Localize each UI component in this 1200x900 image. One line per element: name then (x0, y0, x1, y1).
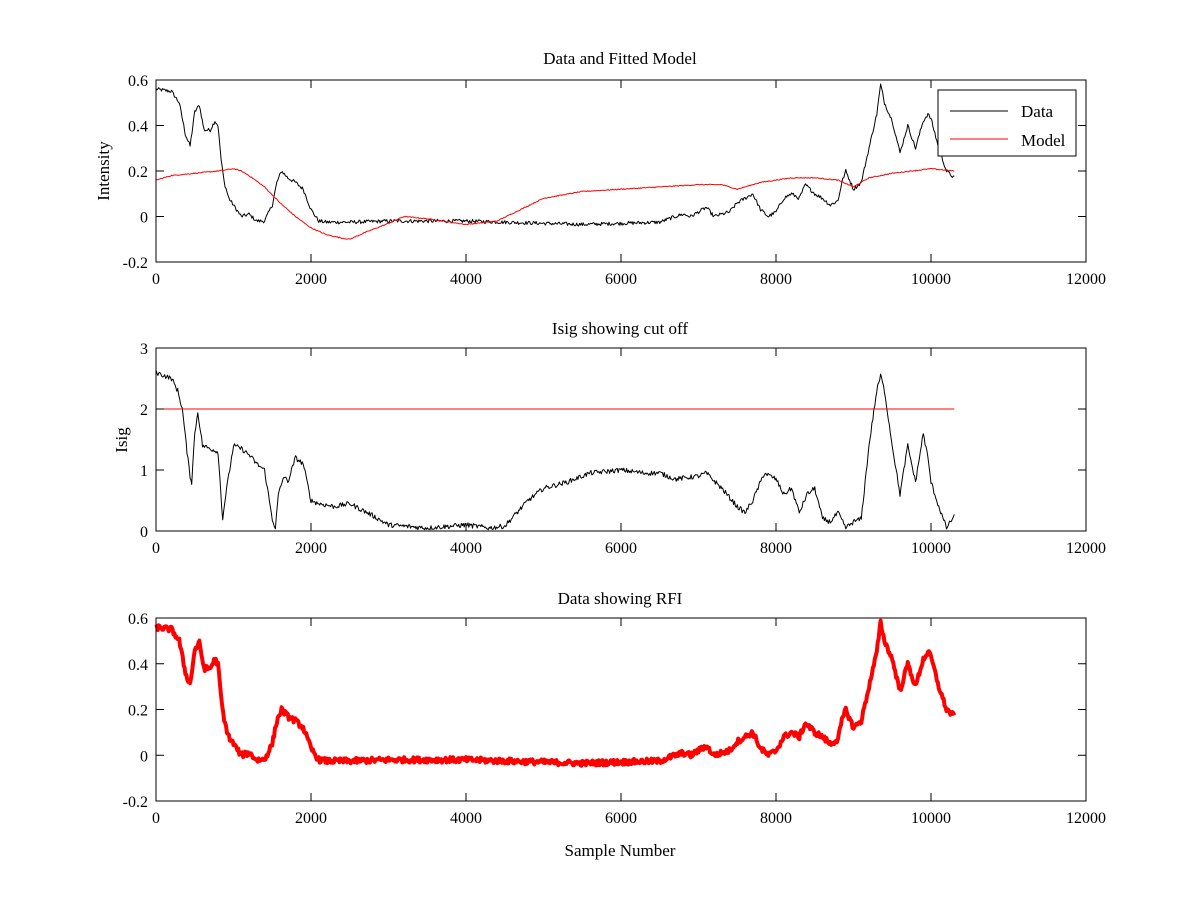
y-tick-label: 0.4 (128, 657, 148, 674)
panel-3-plot: 0 2000 4000 6000 8000 10000 12000-0.200.20.40.… (123, 611, 1106, 827)
y-tick-label: 0.6 (128, 73, 148, 90)
x-tick-label: 4000 (450, 540, 482, 557)
series-line-model (155, 167, 955, 240)
panel-3-xlabel: Sample Number (565, 841, 676, 860)
x-tick-label: 6000 (605, 271, 637, 288)
y-tick-label: -0.2 (123, 255, 148, 272)
x-tick-label: 12000 (1066, 810, 1106, 827)
legend-box (937, 89, 1077, 157)
panel-data-rfi: Data showing RFI Sample Number 0 2000 4000… (123, 589, 1106, 860)
x-tick-label: 2000 (295, 810, 327, 827)
y-tick-label: 1 (140, 463, 148, 480)
y-tick-label: 0.4 (128, 119, 148, 136)
legend-label-data: Data (1021, 102, 1054, 121)
panel-3-series-group (154, 618, 957, 768)
panel-2-title: Isig showing cut off (552, 319, 688, 338)
panel-2-plot: 0 2000 4000 6000 8000 10000 12000 0 1 2 3 (140, 341, 1106, 557)
x-tick-label: 2000 (295, 540, 327, 557)
panel-2-series-group (155, 370, 955, 531)
panel-isig-cutoff: Isig showing cut off Isig 0 2000 4000 6000 8… (112, 319, 1106, 557)
x-tick-label: 10000 (911, 271, 951, 288)
panel-1-plot: 0 2000 4000 6000 8000 10000 12000-0.200.20.40.… (123, 73, 1106, 288)
series-line-isig (155, 370, 955, 531)
y-tick-label: -0.2 (123, 794, 148, 811)
panel-data-and-model: Data and Fitted Model Intensity 0 2000 400… (94, 49, 1106, 288)
x-tick-label: 6000 (605, 810, 637, 827)
x-tick-label: 8000 (760, 810, 792, 827)
y-tick-label: 0 (140, 210, 148, 227)
panel-3-title: Data showing RFI (558, 589, 683, 608)
x-tick-label: 12000 (1066, 540, 1106, 557)
x-tick-label: 2000 (295, 271, 327, 288)
x-tick-label: 6000 (605, 540, 637, 557)
legend: Data Model (937, 89, 1077, 157)
panel-2-ylabel: Isig (112, 427, 131, 453)
y-tick-label: 0.2 (128, 703, 148, 720)
x-tick-label: 4000 (450, 810, 482, 827)
x-tick-label: 0 (152, 540, 160, 557)
series-line-data (155, 83, 955, 227)
x-tick-label: 10000 (911, 540, 951, 557)
x-tick-label: 8000 (760, 540, 792, 557)
panel-1-series-group (155, 83, 955, 240)
y-tick-label: 0.2 (128, 164, 148, 181)
x-tick-label: 0 (152, 810, 160, 827)
y-tick-label: 0.6 (128, 611, 148, 628)
series-line-data-rfi-flagged (154, 618, 957, 768)
x-tick-label: 12000 (1066, 271, 1106, 288)
panel-1-title: Data and Fitted Model (543, 49, 697, 68)
x-tick-label: 10000 (911, 810, 951, 827)
panel-1-ylabel: Intensity (94, 141, 113, 201)
x-tick-label: 4000 (450, 271, 482, 288)
x-tick-label: 0 (152, 271, 160, 288)
y-tick-label: 3 (140, 341, 148, 358)
y-tick-label: 0 (140, 524, 148, 541)
y-tick-label: 2 (140, 402, 148, 419)
x-tick-label: 8000 (760, 271, 792, 288)
legend-label-model: Model (1021, 131, 1066, 150)
y-tick-label: 0 (140, 748, 148, 765)
